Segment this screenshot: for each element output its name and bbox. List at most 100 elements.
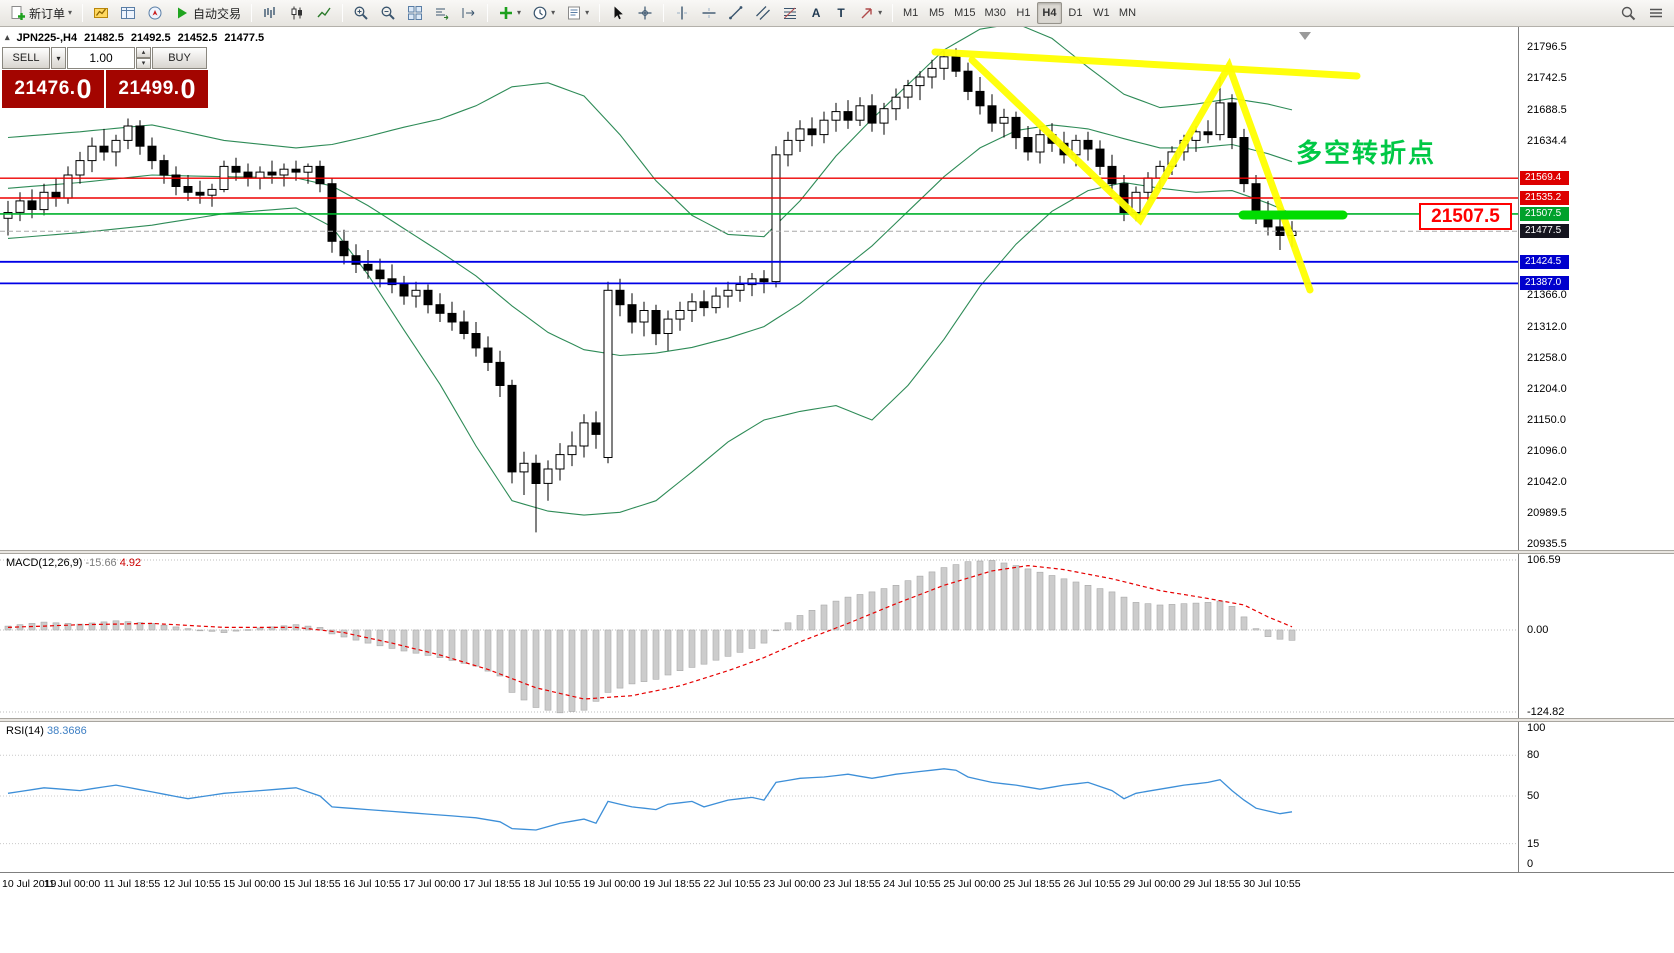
macd-histogram-bar <box>460 629 468 664</box>
time-axis-label: 22 Jul 10:55 <box>703 878 761 890</box>
toolbar-separator <box>487 4 489 22</box>
chart-candles-button[interactable] <box>284 2 310 24</box>
search-button[interactable] <box>1615 2 1641 24</box>
candle <box>1035 134 1045 153</box>
time-axis-label: 23 Jul 00:00 <box>763 878 821 890</box>
candle <box>507 384 517 473</box>
candle <box>75 160 85 176</box>
rsi-axis[interactable]: 100 80 50 15 0 <box>1518 722 1674 872</box>
market-watch-button[interactable] <box>115 2 141 24</box>
text-label-button[interactable]: T <box>829 2 853 24</box>
chart-title: ▴ JPN225-,H4 21482.5 21492.5 21452.5 214… <box>5 32 264 44</box>
vertical-line-button[interactable] <box>669 2 695 24</box>
collapse-panel-icon[interactable]: ▴ <box>5 32 10 42</box>
fibonacci-button[interactable] <box>777 2 803 24</box>
macd-histogram-bar <box>1204 602 1212 631</box>
rsi-chart[interactable] <box>0 722 1518 872</box>
time-axis-label: 29 Jul 18:55 <box>1183 878 1241 890</box>
text-tool-button[interactable]: A <box>804 2 828 24</box>
toolbar: 新订单 ▾ 自动交易 ▾ ▾ ▾ A T ▾ M1 M5 M15 M30 H1 H4 D1 W… <box>0 0 1674 27</box>
volume-input[interactable] <box>67 47 135 69</box>
cursor-button[interactable] <box>605 2 631 24</box>
buy-price-box[interactable]: 21499. 0 <box>106 70 208 108</box>
candle <box>615 289 625 306</box>
sell-button[interactable]: SELL <box>2 47 50 69</box>
arrow-tools-button[interactable]: ▾ <box>854 2 887 24</box>
templates-button[interactable]: ▾ <box>561 2 594 24</box>
channel-icon <box>755 5 771 21</box>
macd-histogram-bar <box>1264 629 1272 637</box>
candle <box>255 171 265 179</box>
tile-windows-button[interactable] <box>402 2 428 24</box>
candle <box>987 105 997 124</box>
candle <box>207 188 217 196</box>
timeframe-button-m15[interactable]: M15 <box>950 2 979 24</box>
macd-histogram-bar <box>976 560 984 631</box>
price-axis-label: 21096.0 <box>1527 445 1567 457</box>
macd-histogram-bar <box>796 615 804 631</box>
timeframe-button-h4[interactable]: H4 <box>1036 2 1062 24</box>
timeframe-button-h1[interactable]: H1 <box>1011 2 1036 24</box>
crosshair-button[interactable] <box>632 2 658 24</box>
candle <box>123 125 133 141</box>
macd-axis[interactable]: 106.59 0.00 -124.82 <box>1518 554 1674 718</box>
candle <box>1203 131 1213 136</box>
sell-options-dropdown[interactable]: ▾ <box>51 47 66 69</box>
macd-histogram-bar <box>436 629 444 658</box>
yellow-zigzag[interactable] <box>968 56 1314 294</box>
candle <box>171 174 181 187</box>
time-axis[interactable]: 10 Jul 2019 11 Jul 00:00 11 Jul 18:55 12 Ju… <box>0 872 1674 898</box>
time-axis-label: 30 Jul 10:55 <box>1243 878 1301 890</box>
new-order-icon <box>10 5 26 21</box>
candle <box>99 145 109 153</box>
candle <box>1239 137 1249 185</box>
timeframe-button-mn[interactable]: MN <box>1115 2 1140 24</box>
main-chart[interactable] <box>0 27 1518 550</box>
auto-scroll-button[interactable] <box>429 2 455 24</box>
navigator-button[interactable] <box>142 2 168 24</box>
channel-button[interactable] <box>750 2 776 24</box>
buy-button[interactable]: BUY <box>152 47 207 69</box>
panel-splitter[interactable] <box>0 718 1674 722</box>
rsi-label: RSI(14) 38.3686 <box>6 725 87 737</box>
candle <box>639 310 649 323</box>
macd-histogram-bar <box>268 626 276 631</box>
chart-line-button[interactable] <box>311 2 337 24</box>
time-axis-label: 29 Jul 00:00 <box>1123 878 1181 890</box>
indicators-button[interactable]: ▾ <box>493 2 526 24</box>
periods-button[interactable]: ▾ <box>527 2 560 24</box>
price-axis[interactable]: 21796.5 21742.5 21688.5 21634.4 21366.0 21312… <box>1518 27 1674 550</box>
horizontal-line-button[interactable] <box>696 2 722 24</box>
volume-up-button[interactable]: ▴ <box>136 47 151 58</box>
chart-shift-button[interactable] <box>456 2 482 24</box>
volume-down-button[interactable]: ▾ <box>136 58 151 69</box>
candle <box>1107 165 1117 185</box>
macd-chart[interactable] <box>0 554 1518 718</box>
candle <box>51 191 61 199</box>
zoom-out-button[interactable] <box>375 2 401 24</box>
price-badge-21387.0: 21387.0 <box>1520 276 1569 290</box>
timeframe-button-m5[interactable]: M5 <box>924 2 949 24</box>
new-order-label: 新订单 <box>29 6 66 21</box>
macd-histogram-bar <box>496 629 504 677</box>
yellow-trendline-upper[interactable] <box>931 48 1361 80</box>
panel-splitter[interactable] <box>0 550 1674 554</box>
macd-histogram-bar <box>1084 584 1092 631</box>
rsi-axis-label: 0 <box>1527 858 1534 870</box>
timeframe-button-d1[interactable]: D1 <box>1063 2 1088 24</box>
menu-button[interactable] <box>1643 2 1669 24</box>
candle <box>855 105 865 121</box>
new-order-button[interactable]: 新订单 ▾ <box>5 2 77 24</box>
profiles-button[interactable] <box>88 2 114 24</box>
autotrading-button[interactable]: 自动交易 <box>169 2 246 24</box>
trendline-button[interactable] <box>723 2 749 24</box>
chart-bars-button[interactable] <box>257 2 283 24</box>
sell-price-box[interactable]: 21476. 0 <box>2 70 104 108</box>
turning-point-annotation[interactable]: 多空转折点 <box>1296 138 1437 168</box>
zoom-in-button[interactable] <box>348 2 374 24</box>
timeframe-button-w1[interactable]: W1 <box>1089 2 1114 24</box>
timeframe-button-m1[interactable]: M1 <box>898 2 923 24</box>
timeframe-button-m30[interactable]: M30 <box>981 2 1010 24</box>
price-callout-box[interactable]: 21507.5 <box>1419 203 1512 230</box>
macd-histogram-bar <box>952 564 960 631</box>
